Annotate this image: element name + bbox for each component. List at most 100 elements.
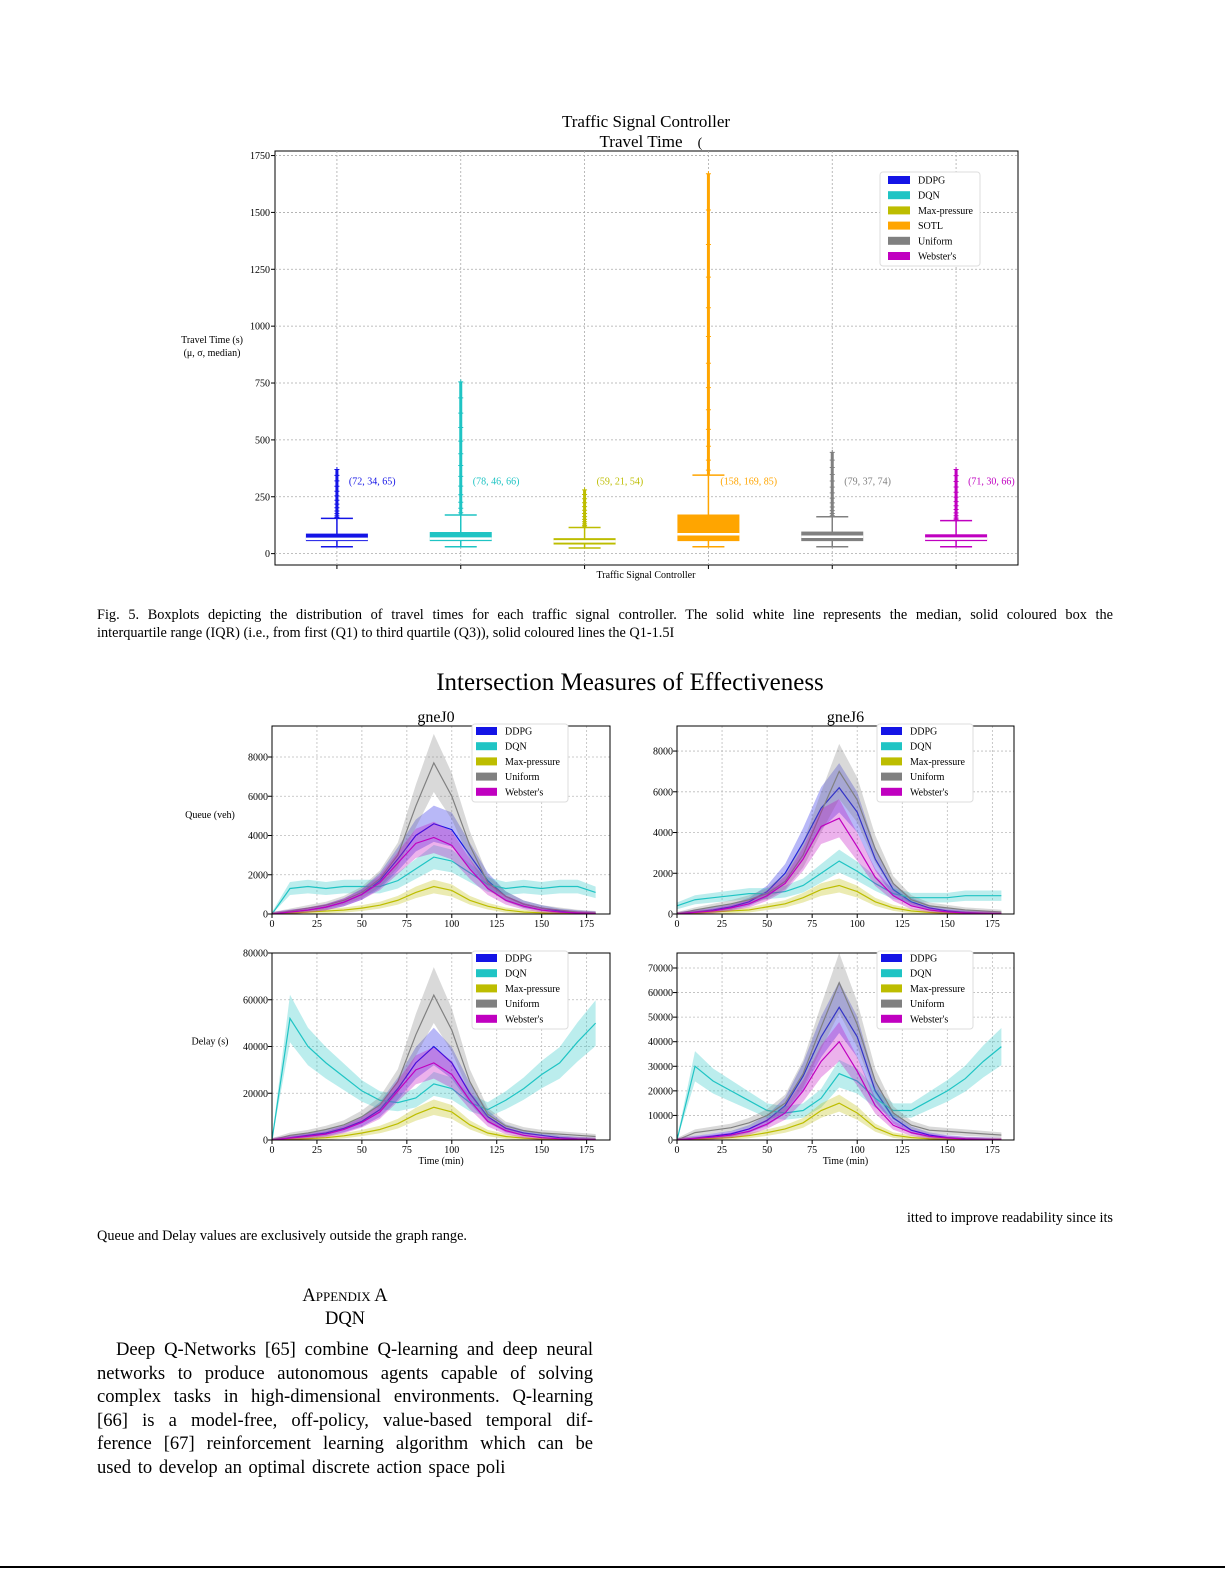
legend-swatch [476, 984, 497, 993]
outlier-marker [705, 407, 711, 413]
legend-swatch [881, 1014, 902, 1023]
x-axis-label: Traffic Signal Controller [597, 570, 697, 581]
band-dqn [677, 849, 1002, 910]
outlier-marker [829, 495, 835, 501]
outlier-marker [705, 207, 711, 213]
band-ddpg [677, 763, 1002, 914]
box-ddpg [305, 466, 368, 548]
line-uniform [271, 993, 596, 1141]
legend: DDPG DQN Max-pressure Uniform Webster's [876, 723, 974, 803]
outlier-marker [705, 274, 711, 280]
legend-label: Max-pressure [505, 984, 561, 995]
stats-annotation: (72, 34, 65) [349, 477, 396, 488]
outlier-marker [705, 385, 711, 391]
box-maxpressure [553, 487, 616, 549]
plot-frame [676, 725, 1015, 915]
legend-swatch [476, 727, 497, 735]
band-websters [677, 799, 1002, 914]
legend-swatch [888, 191, 910, 200]
y-tick-label: 250 [255, 492, 270, 503]
y-axis-label: Travel Time (s) [181, 335, 243, 346]
x-tick-label: 150 [534, 1145, 549, 1156]
title-artifact: ( [698, 136, 703, 151]
paragraph-line: complex tasks in high-dimensional enviro… [97, 1386, 593, 1408]
outlier-marker [705, 171, 711, 177]
outlier-marker [458, 492, 464, 498]
line-ddpg [676, 786, 1002, 915]
outlier-marker [582, 496, 588, 502]
outlier-marker [334, 472, 340, 478]
line-dqn [676, 860, 1002, 907]
x-tick-label: 50 [357, 919, 367, 930]
legend-swatch [476, 787, 497, 796]
legend-swatch [476, 757, 497, 766]
outlier-marker [458, 395, 464, 401]
legend-label: DDPG [918, 176, 945, 187]
band-ddpg [272, 805, 596, 914]
box-sotl [677, 171, 740, 548]
outlier-marker [458, 483, 464, 489]
legend-swatch [888, 206, 910, 215]
outlier-marker [705, 426, 711, 432]
x-axis-label: Time (min) [823, 1156, 868, 1167]
x-tick-label: 0 [675, 1145, 680, 1156]
outlier-marker [829, 471, 835, 477]
x-tick-label: 125 [489, 1145, 504, 1156]
outlier-marker [458, 473, 464, 479]
band-websters [272, 821, 596, 914]
subplot-title: gneJ6 [827, 709, 864, 726]
outlier-marker [705, 443, 711, 449]
legend-label: Webster's [910, 1014, 948, 1025]
y-tick-label: 60000 [648, 988, 673, 999]
outlier-marker [705, 241, 711, 247]
box-uniform [801, 449, 864, 548]
outlier-marker [458, 425, 464, 431]
legend-swatch [881, 954, 902, 962]
subplot-3: 0 25 50 75 100 125 150 175 0 20000 40000 60000 80000… [192, 949, 611, 1167]
outlier-marker [829, 484, 835, 490]
outlier-marker [458, 499, 464, 505]
y-tick-label: 60000 [243, 995, 268, 1006]
x-tick-label: 175 [985, 1145, 1000, 1156]
outlier-marker [953, 489, 959, 495]
paragraph-line: used to develop an optimal discrete acti… [97, 1456, 506, 1478]
line-dqn [676, 1046, 1002, 1141]
iqr-box [677, 514, 740, 542]
legend-label: Max-pressure [505, 757, 561, 768]
legend-swatch [881, 787, 902, 796]
x-tick-label: 0 [270, 919, 275, 930]
y-tick-label: 1750 [250, 151, 270, 162]
outlier-marker [458, 463, 464, 469]
box-websters [925, 466, 988, 548]
line-uniform [676, 770, 1002, 915]
figure-title: Intersection Measures of Effectiveness [436, 669, 824, 696]
legend-label: DDPG [910, 727, 937, 738]
y-tick-label: 0 [668, 910, 673, 921]
x-tick-label: 25 [717, 1145, 727, 1156]
legend-swatch [888, 221, 910, 230]
legend: DDPG DQN Max-pressure Uniform Webster's [471, 950, 569, 1030]
legend-label: DDPG [910, 954, 937, 965]
outlier-marker [705, 305, 711, 311]
outlier-marker [953, 473, 959, 479]
paragraph-line: networks to produce autonomous agents ca… [97, 1362, 593, 1384]
legend-swatch [476, 772, 497, 781]
outlier-marker [582, 491, 588, 497]
x-tick-label: 150 [534, 919, 549, 930]
x-tick-label: 50 [357, 1145, 367, 1156]
stats-annotation: (79, 37, 74) [844, 477, 891, 488]
outlier-marker [334, 488, 340, 494]
appendix-paragraph: Deep Q-Networks [65] combine Q-learning … [97, 1338, 593, 1480]
x-tick-label: 125 [895, 1145, 910, 1156]
y-tick-label: 1500 [250, 208, 270, 219]
outlier-marker [458, 438, 464, 444]
legend-label: Uniform [918, 236, 953, 247]
y-tick-label: 750 [255, 379, 270, 390]
subplot-title: gneJ0 [417, 709, 454, 726]
y-tick-label: 4000 [248, 831, 268, 842]
x-tick-label: 0 [270, 1145, 275, 1156]
stats-annotation: (71, 30, 66) [968, 477, 1015, 488]
x-tick-label: 75 [402, 919, 412, 930]
outlier-marker [458, 451, 464, 457]
y-axis-label-line2: (μ, σ, median) [184, 348, 241, 359]
